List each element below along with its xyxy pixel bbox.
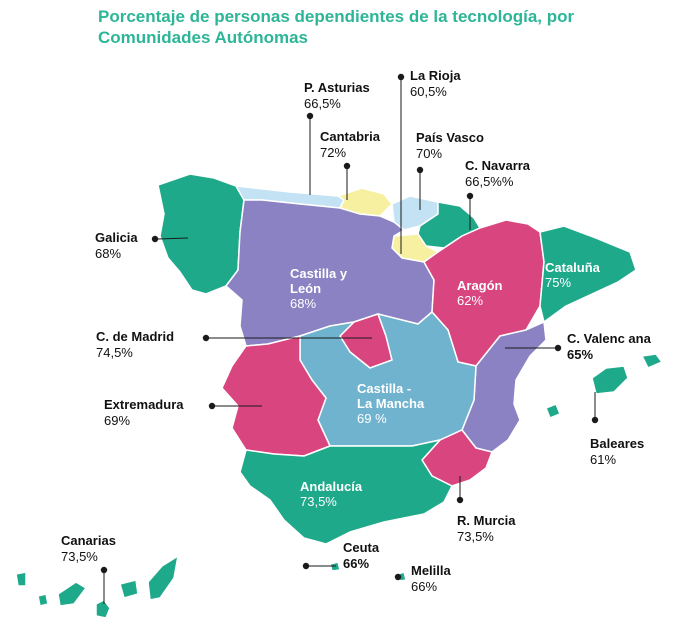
region-canarias-6[interactable] <box>147 555 179 601</box>
label-andalucia: Andalucía 73,5% <box>300 479 363 509</box>
label-rioja: La Rioja 60,5% <box>410 68 461 99</box>
region-baleares[interactable] <box>591 365 629 395</box>
dot-navarra <box>466 192 474 200</box>
dot-cantabria <box>343 162 351 170</box>
label-castillamancha: Castilla - La Mancha 69 % <box>357 381 425 426</box>
label-navarra: C. Navarra 66,5%% <box>465 158 531 189</box>
region-canarias-2[interactable] <box>37 593 49 607</box>
label-murcia: R. Murcia 73,5% <box>457 513 516 544</box>
dot-baleares <box>591 416 599 424</box>
dot-murcia <box>456 496 464 504</box>
region-canarias-3[interactable] <box>57 581 87 607</box>
label-baleares: Baleares 61% <box>590 436 645 467</box>
label-ceuta: Ceuta 66% <box>343 540 380 571</box>
dot-paisvasco <box>416 166 424 174</box>
dot-canarias <box>100 566 108 574</box>
dot-valenciana <box>554 344 562 352</box>
label-melilla: Melilla 66% <box>411 563 451 594</box>
region-baleares-menorca[interactable] <box>641 353 663 369</box>
region-andalucia[interactable] <box>239 439 453 545</box>
label-castillaleon: Castilla y León 68% <box>290 266 348 311</box>
label-paisvasco: País Vasco 70% <box>416 130 484 161</box>
dot-rioja <box>397 73 405 81</box>
dot-melilla <box>394 573 402 581</box>
label-aragon: Aragón 62% <box>457 278 503 308</box>
dot-galicia <box>151 235 159 243</box>
label-madrid: C. de Madrid 74,5% <box>96 329 175 360</box>
label-cataluna: Cataluña 75% <box>545 260 600 290</box>
region-canarias-4[interactable] <box>95 599 111 619</box>
label-valenciana: C. Valenc ana 65% <box>567 331 651 362</box>
region-galicia[interactable] <box>157 173 245 295</box>
dot-madrid <box>202 334 210 342</box>
leader-dots <box>100 73 599 581</box>
label-galicia: Galicia 68% <box>95 230 138 261</box>
label-canarias: Canarias 73,5% <box>61 533 116 564</box>
label-asturias: P. Asturias 66,5% <box>304 80 370 111</box>
label-cantabria: Cantabria 72% <box>320 129 380 160</box>
dot-asturias <box>306 112 314 120</box>
region-canarias-5[interactable] <box>119 579 139 599</box>
label-extremadura: Extremadura 69% <box>104 397 184 428</box>
region-canarias-1[interactable] <box>15 571 27 587</box>
region-cataluna[interactable] <box>539 225 637 323</box>
dot-extremadura <box>208 402 216 410</box>
region-baleares-ibiza[interactable] <box>545 403 561 419</box>
leader-galicia <box>157 237 189 240</box>
dot-ceuta <box>302 562 310 570</box>
leader-lines <box>103 80 596 604</box>
map-title: Porcentaje de personas dependientes de l… <box>98 7 575 47</box>
